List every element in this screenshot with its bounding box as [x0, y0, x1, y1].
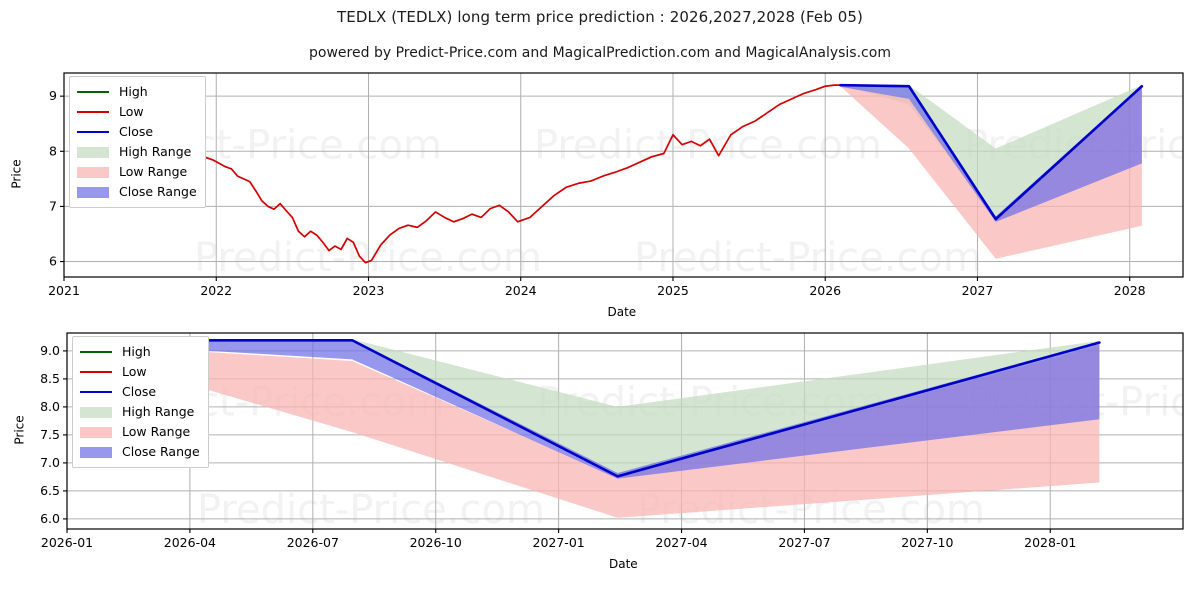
legend-patch-swatch — [79, 425, 113, 439]
legend-patch-swatch — [76, 145, 110, 159]
svg-text:2028-01: 2028-01 — [1024, 535, 1076, 550]
svg-text:7.5: 7.5 — [40, 427, 60, 442]
bottom-chart-legend-item-high-range[interactable]: High Range — [79, 402, 200, 422]
svg-text:7.0: 7.0 — [40, 455, 60, 470]
legend-line-swatch — [76, 105, 110, 119]
legend-label: High — [119, 84, 148, 99]
top-chart-yaxis-label: Price — [9, 159, 24, 189]
legend-label: Close — [119, 124, 154, 139]
svg-text:9.0: 9.0 — [40, 343, 60, 358]
svg-text:2026-10: 2026-10 — [410, 535, 462, 550]
legend-swatch-fill — [80, 391, 112, 394]
svg-text:2026: 2026 — [809, 283, 841, 298]
svg-text:2027-01: 2027-01 — [533, 535, 585, 550]
page-subtitle: powered by Predict-Price.com and Magical… — [309, 45, 891, 61]
svg-text:9: 9 — [49, 88, 57, 103]
svg-text:2023: 2023 — [353, 283, 385, 298]
bottom-chart-legend-item-close-range[interactable]: Close Range — [79, 442, 200, 462]
top-chart-legend[interactable]: High Low Close High Range Low Range Close Ran… — [69, 76, 206, 208]
bottom-chart-legend-item-low-range[interactable]: Low Range — [79, 422, 200, 442]
legend-swatch-fill — [80, 407, 112, 418]
legend-swatch-fill — [77, 131, 109, 134]
top-chart-canvas: Predict-Price.com Predict-Price.com Predic… — [48, 72, 1184, 298]
page-title: TEDLX (TEDLX) long term price prediction… — [337, 8, 863, 26]
legend-label: Close Range — [119, 184, 197, 199]
svg-text:2026-01: 2026-01 — [41, 535, 93, 550]
svg-text:6.0: 6.0 — [40, 511, 60, 526]
legend-swatch-fill — [80, 427, 112, 438]
legend-swatch-fill — [77, 187, 109, 198]
top-chart-legend-item-low[interactable]: Low — [76, 102, 197, 122]
svg-text:8.5: 8.5 — [40, 371, 60, 386]
top-chart-legend-item-close[interactable]: Close — [76, 122, 197, 142]
svg-text:Predict-Price.com: Predict-Price.com — [197, 487, 545, 533]
top-chart-legend-item-close-range[interactable]: Close Range — [76, 182, 197, 202]
bottom-chart-canvas: Predict-Price.comPredict-Price.comPredic… — [40, 332, 1184, 550]
legend-swatch-fill — [77, 111, 109, 114]
legend-patch-swatch — [79, 445, 113, 459]
legend-patch-swatch — [79, 405, 113, 419]
legend-swatch-fill — [80, 351, 112, 354]
svg-text:2021: 2021 — [48, 283, 80, 298]
svg-text:2025: 2025 — [657, 283, 689, 298]
legend-label: Low Range — [122, 424, 191, 439]
legend-label: Low Range — [119, 164, 188, 179]
legend-label: Close Range — [122, 444, 200, 459]
legend-line-swatch — [79, 365, 113, 379]
top-chart-legend-item-high[interactable]: High — [76, 82, 197, 102]
legend-swatch-fill — [77, 91, 109, 94]
top-chart-legend-item-low-range[interactable]: Low Range — [76, 162, 197, 182]
bottom-chart-legend-item-low[interactable]: Low — [79, 362, 200, 382]
legend-patch-swatch — [76, 165, 110, 179]
top-chart-legend-item-high-range[interactable]: High Range — [76, 142, 197, 162]
svg-text:Predict-Price.com: Predict-Price.com — [534, 123, 882, 169]
svg-text:6.5: 6.5 — [40, 483, 60, 498]
legend-label: High — [122, 344, 151, 359]
legend-line-swatch — [76, 85, 110, 99]
svg-text:7: 7 — [49, 198, 57, 213]
bottom-chart: Predict-Price.comPredict-Price.comPredic… — [0, 325, 1200, 600]
legend-line-swatch — [76, 125, 110, 139]
legend-swatch-fill — [80, 447, 112, 458]
svg-text:2027-07: 2027-07 — [778, 535, 830, 550]
legend-patch-swatch — [76, 185, 110, 199]
svg-text:2027-04: 2027-04 — [655, 535, 707, 550]
legend-label: Close — [122, 384, 157, 399]
top-chart-xaxis-label: Date — [607, 305, 637, 319]
bottom-chart-legend-item-high[interactable]: High — [79, 342, 200, 362]
legend-line-swatch — [79, 385, 113, 399]
svg-text:2027-10: 2027-10 — [901, 535, 953, 550]
bottom-chart-xaxis-label: Date — [609, 557, 638, 571]
svg-text:2027: 2027 — [962, 283, 994, 298]
bottom-chart-legend[interactable]: High Low Close High Range Low Range Close Ran… — [72, 336, 209, 468]
svg-text:2028: 2028 — [1114, 283, 1146, 298]
legend-label: Low — [122, 364, 147, 379]
legend-label: High Range — [122, 404, 195, 419]
top-chart: Predict-Price.com Predict-Price.com Predic… — [0, 60, 1200, 320]
bottom-chart-yaxis-label: Price — [12, 415, 27, 445]
svg-text:2024: 2024 — [505, 283, 537, 298]
legend-swatch-fill — [77, 167, 109, 178]
svg-text:Predict-Price.com: Predict-Price.com — [634, 235, 982, 281]
svg-text:2022: 2022 — [200, 283, 232, 298]
bottom-chart-legend-item-close[interactable]: Close — [79, 382, 200, 402]
svg-text:6: 6 — [49, 254, 57, 269]
svg-text:2026-04: 2026-04 — [164, 535, 216, 550]
svg-text:Predict-Price.com: Predict-Price.com — [194, 235, 542, 281]
legend-line-swatch — [79, 345, 113, 359]
legend-swatch-fill — [80, 371, 112, 374]
legend-label: Low — [119, 104, 144, 119]
svg-text:8.0: 8.0 — [40, 399, 60, 414]
svg-text:8: 8 — [49, 143, 57, 158]
legend-swatch-fill — [77, 147, 109, 158]
svg-text:2026-07: 2026-07 — [287, 535, 339, 550]
legend-label: High Range — [119, 144, 192, 159]
